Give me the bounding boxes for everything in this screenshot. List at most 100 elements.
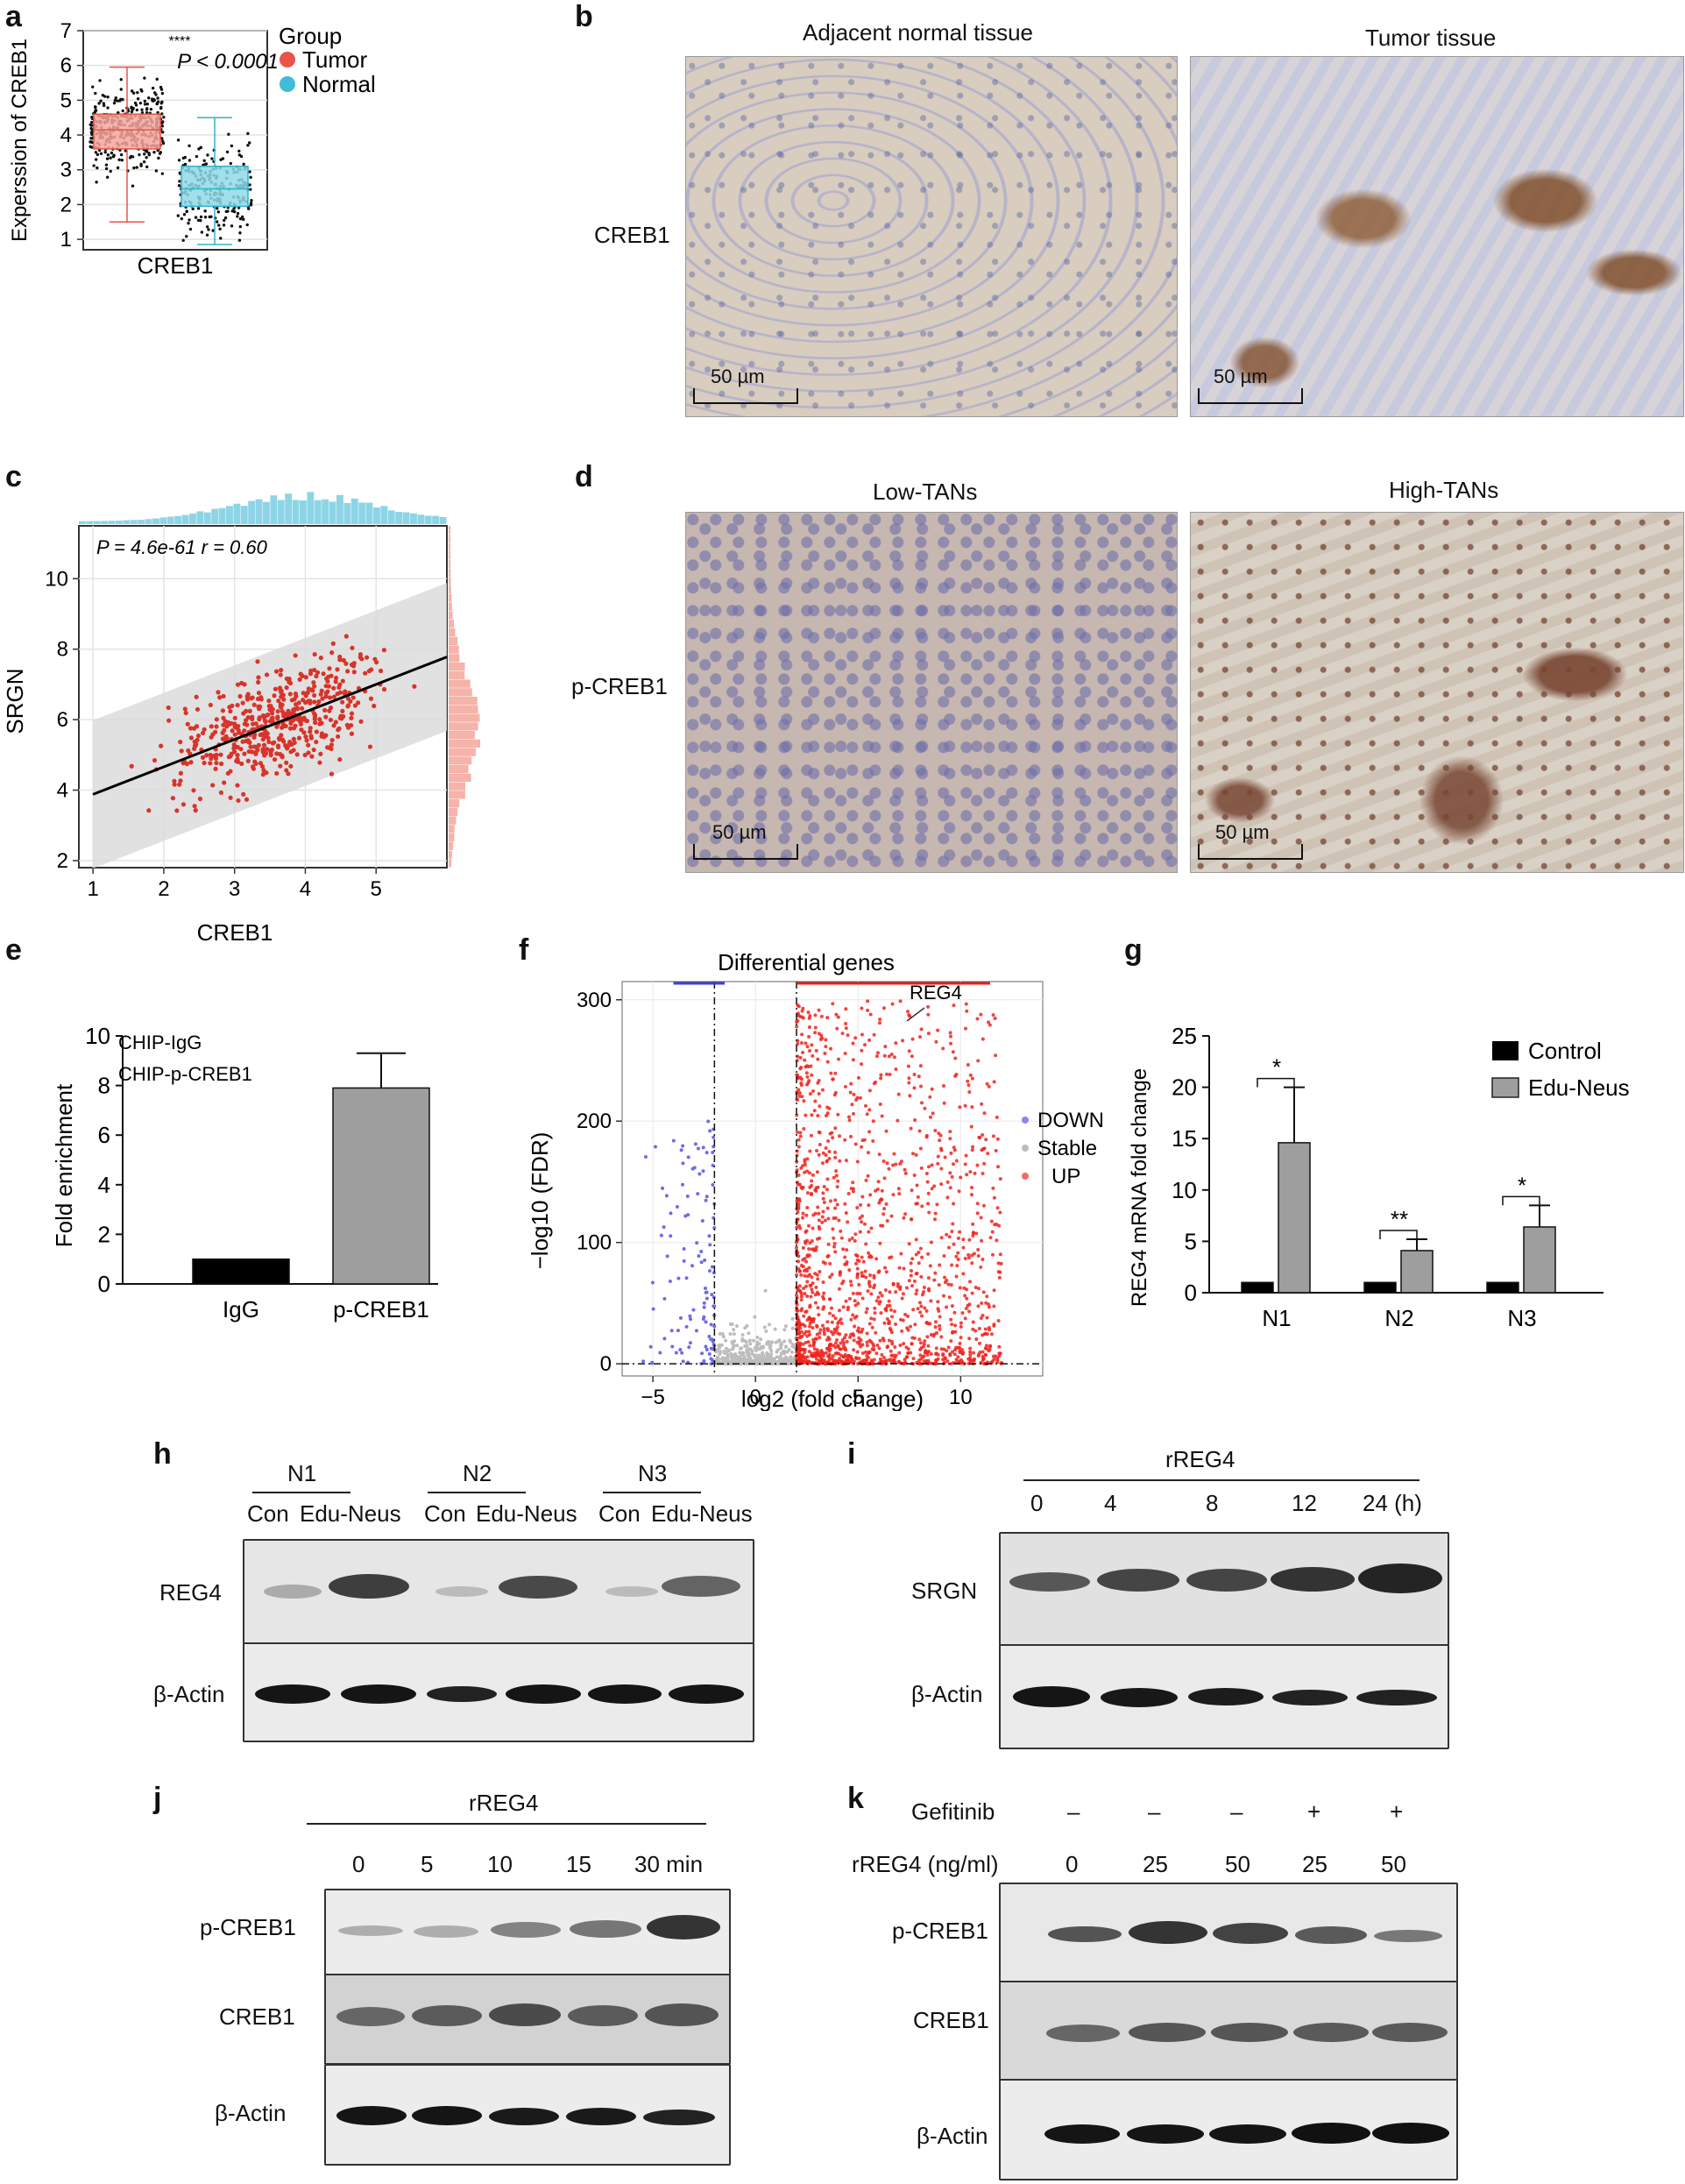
f-point-up: [796, 1259, 801, 1264]
f-point-up: [832, 1241, 837, 1245]
f-point-up: [798, 1055, 803, 1060]
c-point: [263, 713, 268, 719]
f-point-up: [935, 1358, 939, 1362]
a-point: [221, 157, 225, 160]
f-point-up: [844, 1159, 848, 1163]
c-point: [195, 733, 202, 739]
f-point-up: [906, 1010, 910, 1014]
c-point: [287, 691, 293, 697]
f-point-up: [956, 1355, 960, 1359]
c-point: [315, 670, 321, 675]
f-point-up: [831, 1354, 835, 1358]
c-point: [296, 735, 302, 741]
g-ytick-label: 10: [1172, 1177, 1197, 1203]
c-point: [181, 802, 187, 807]
f-point-up: [800, 1307, 804, 1311]
f-point-up: [917, 1074, 921, 1079]
c-point: [177, 782, 182, 787]
c-top-hist-bar: [79, 521, 86, 524]
c-point: [343, 661, 349, 666]
f-point-up: [951, 1330, 955, 1334]
h-lane-5: Con: [598, 1500, 641, 1527]
f-point-stable: [763, 1288, 768, 1293]
f-point-down: [690, 1166, 695, 1171]
f-point-up: [847, 1118, 852, 1123]
f-point-up: [801, 1245, 805, 1250]
f-point-up: [956, 1251, 960, 1255]
f-point-down: [704, 1296, 709, 1301]
f-point-up: [945, 1359, 950, 1364]
c-point: [367, 744, 373, 749]
f-point-stable: [782, 1358, 787, 1363]
f-point-up: [952, 1242, 956, 1246]
f-point-up: [851, 1291, 855, 1295]
a-point: [109, 169, 112, 174]
f-point-up: [803, 1058, 807, 1062]
f-point-up: [907, 1076, 911, 1081]
f-point-up: [948, 1031, 952, 1035]
f-point-stable: [769, 1349, 774, 1353]
f-point-up: [822, 1327, 826, 1331]
c-point: [228, 708, 233, 714]
f-point-up: [967, 1237, 972, 1242]
c-side-hist-bar: [449, 663, 465, 671]
f-point-down: [700, 1219, 704, 1223]
f-point-up: [833, 1250, 838, 1254]
c-point: [172, 778, 177, 784]
c-side-hist-bar: [449, 739, 481, 748]
a-point: [245, 223, 249, 227]
f-point-up: [995, 1360, 1000, 1365]
f-point-stable: [766, 1339, 770, 1344]
a-point: [142, 152, 146, 156]
f-point-up: [920, 1293, 924, 1297]
f-point-up: [821, 1151, 825, 1155]
f-point-down: [696, 1192, 700, 1196]
a-point: [111, 154, 116, 159]
b-scalebar-2: [1198, 388, 1303, 404]
f-point-down: [685, 1194, 690, 1198]
f-point-up: [831, 1136, 835, 1140]
f-point-up: [817, 1218, 821, 1223]
f-point-stable: [731, 1347, 735, 1351]
f-point-up: [971, 1327, 975, 1331]
a-point: [211, 229, 216, 232]
c-point: [284, 760, 289, 765]
panel-label-e: e: [5, 933, 22, 967]
c-side-hist-bar: [449, 636, 458, 645]
f-point-down: [662, 1225, 666, 1230]
f-point-down: [669, 1211, 673, 1216]
f-point-up: [967, 1337, 972, 1341]
f-point-stable: [785, 1357, 789, 1361]
f-point-stable: [738, 1351, 742, 1355]
c-point: [331, 723, 336, 728]
f-point-up: [962, 1286, 966, 1290]
a-ytick-label: 1: [60, 228, 72, 252]
f-point-stable: [748, 1342, 753, 1346]
f-point-up: [818, 1353, 823, 1358]
c-point: [208, 752, 213, 758]
f-point-up: [920, 1204, 924, 1209]
f-point-down: [681, 1144, 685, 1148]
c-point: [340, 678, 345, 684]
f-point-up: [968, 1346, 973, 1351]
f-point-up: [906, 1064, 910, 1068]
f-point-up: [995, 1223, 999, 1227]
f-point-up: [901, 1292, 905, 1296]
f-point-up: [808, 1149, 812, 1153]
f-point-stable: [719, 1350, 723, 1354]
f-point-up: [929, 1352, 933, 1357]
f-point-up: [967, 1302, 972, 1307]
c-point: [276, 698, 281, 704]
f-point-up: [824, 1152, 828, 1157]
a-point: [138, 152, 141, 157]
f-point-up: [800, 1095, 804, 1099]
f-point-up: [833, 1090, 838, 1095]
a-point: [94, 109, 97, 113]
c-point: [280, 692, 286, 698]
c-point: [237, 693, 243, 699]
f-point-up: [825, 1159, 829, 1164]
f-point-up: [987, 1020, 991, 1025]
f-point-up: [819, 1014, 824, 1018]
c-point: [321, 671, 326, 677]
